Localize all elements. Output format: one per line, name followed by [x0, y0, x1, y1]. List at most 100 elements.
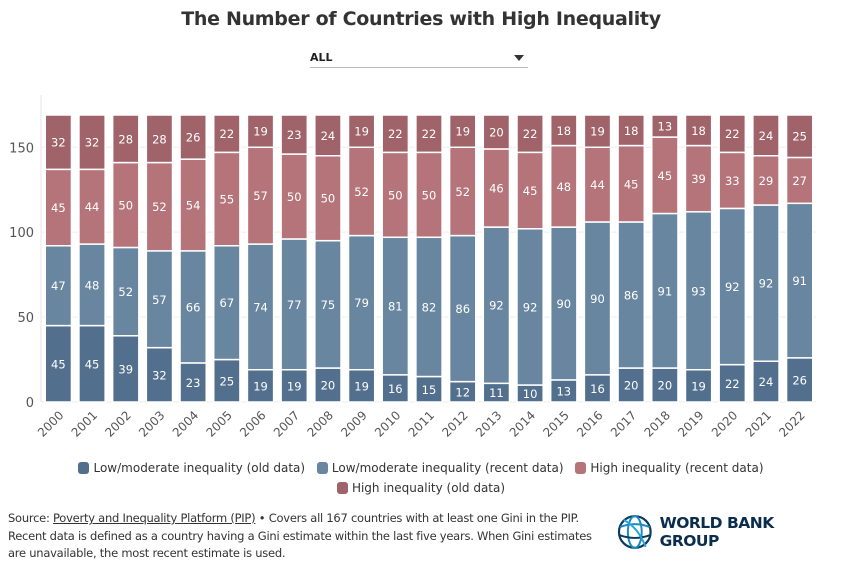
bar-segment[interactable] [651, 367, 679, 403]
bar-segment[interactable] [448, 146, 477, 237]
source-prefix: Source: [8, 511, 54, 525]
bar-segment[interactable] [179, 158, 207, 252]
bar-value-label: 55 [220, 193, 235, 207]
bar-segment[interactable] [314, 155, 342, 242]
bar-segment[interactable] [280, 368, 309, 403]
bar-segment[interactable] [246, 368, 275, 403]
bar-segment[interactable] [415, 114, 443, 154]
bar-segment[interactable] [212, 245, 241, 361]
bar-value-label: 50 [321, 192, 336, 206]
bar-segment[interactable] [651, 114, 679, 138]
bar-segment[interactable] [111, 246, 140, 337]
x-tick-label: 2012 [439, 408, 470, 439]
bar-segment[interactable] [280, 114, 309, 155]
bar-segment[interactable] [111, 335, 140, 403]
bar-value-label: 16 [388, 382, 403, 396]
legend-item-lowmod-old[interactable]: Low/moderate inequality (old data) [78, 458, 305, 478]
bar-segment[interactable] [752, 155, 780, 206]
definition-note: Recent data is defined as a country havi… [8, 528, 592, 561]
bar-segment[interactable] [145, 346, 174, 403]
bar-value-label: 10 [523, 387, 538, 401]
bar-value-label: 15 [422, 383, 437, 397]
bar-segment[interactable] [314, 114, 342, 157]
bar-segment[interactable] [246, 146, 275, 245]
bar-value-label: 32 [51, 136, 66, 150]
source-link[interactable]: Poverty and Inequality Platform (PIP) [53, 511, 256, 525]
bar-segment[interactable] [651, 136, 679, 215]
bar-segment[interactable] [246, 243, 275, 371]
bar-segment[interactable] [381, 114, 410, 154]
bar-value-label: 57 [152, 293, 167, 307]
bar-segment[interactable] [785, 202, 814, 359]
legend-swatch [336, 482, 348, 494]
bar-segment[interactable] [212, 114, 241, 154]
bar-segment[interactable] [617, 367, 646, 403]
bar-segment[interactable] [347, 146, 376, 237]
bar-value-label: 19 [455, 125, 470, 139]
bar-value-label: 90 [590, 292, 605, 306]
bar-segment[interactable] [583, 146, 612, 223]
bar-segment[interactable] [145, 161, 174, 252]
bar-value-label: 20 [321, 379, 336, 393]
bar-segment[interactable] [44, 245, 73, 327]
bar-segment[interactable] [314, 239, 342, 369]
bar-segment[interactable] [448, 114, 477, 149]
bar-segment[interactable] [111, 114, 140, 164]
bar-segment[interactable] [583, 221, 612, 376]
bar-segment[interactable] [482, 114, 511, 150]
bar-value-label: 11 [489, 386, 504, 400]
y-tick-label: 100 [9, 226, 34, 241]
legend-item-lowmod-recent[interactable]: Low/moderate inequality (recent data) [316, 458, 564, 478]
bar-segment[interactable] [516, 228, 544, 386]
bar-segment[interactable] [179, 250, 207, 364]
bar-segment[interactable] [314, 367, 342, 403]
bar-segment[interactable] [347, 368, 376, 403]
bar-segment[interactable] [617, 221, 646, 369]
bar-segment[interactable] [246, 114, 275, 149]
bar-segment[interactable] [684, 114, 713, 147]
bar-segment[interactable] [482, 148, 511, 228]
bar-segment[interactable] [718, 114, 747, 154]
bar-segment[interactable] [280, 153, 309, 240]
bar-segment[interactable] [549, 226, 578, 381]
bar-segment[interactable] [684, 144, 713, 213]
bar-segment[interactable] [145, 114, 174, 164]
bar-segment[interactable] [44, 324, 73, 403]
bar-value-label: 39 [118, 362, 133, 376]
bar-segment[interactable] [583, 114, 612, 149]
x-tick-label: 2016 [574, 408, 605, 439]
bar-segment[interactable] [179, 362, 207, 403]
legend-item-high-old[interactable]: High inequality (old data) [336, 478, 505, 498]
bar-segment[interactable] [752, 114, 780, 157]
bar-value-label: 50 [287, 190, 302, 204]
bar-segment[interactable] [516, 114, 544, 154]
bar-segment[interactable] [684, 368, 713, 403]
bar-segment[interactable] [415, 236, 443, 378]
legend-item-high-recent[interactable]: High inequality (recent data) [575, 458, 764, 478]
bar-segment[interactable] [785, 156, 814, 205]
bar-value-label: 18 [691, 124, 706, 138]
bar-segment[interactable] [78, 114, 106, 171]
bar-segment[interactable] [347, 114, 376, 149]
bar-segment[interactable] [145, 250, 174, 349]
bar-segment[interactable] [44, 114, 73, 171]
bar-segment[interactable] [280, 238, 309, 371]
bar-segment[interactable] [415, 151, 443, 239]
bar-segment[interactable] [179, 114, 207, 160]
bar-segment[interactable] [718, 207, 747, 366]
bar-segment[interactable] [549, 114, 578, 147]
country-group-select[interactable]: ALL [310, 50, 528, 68]
bar-segment[interactable] [785, 114, 814, 159]
bar-segment[interactable] [651, 212, 679, 369]
bar-segment[interactable] [617, 114, 646, 147]
bar-value-label: 45 [51, 357, 66, 371]
bar-value-label: 48 [85, 278, 100, 292]
bar-value-label: 75 [321, 298, 336, 312]
bar-segment[interactable] [212, 151, 241, 247]
x-tick-label: 2021 [743, 408, 774, 439]
bar-segment[interactable] [718, 151, 747, 210]
bar-segment[interactable] [718, 363, 747, 403]
bar-value-label: 19 [354, 125, 369, 139]
bar-value-label: 26 [792, 373, 807, 387]
bar-segment[interactable] [752, 204, 780, 362]
